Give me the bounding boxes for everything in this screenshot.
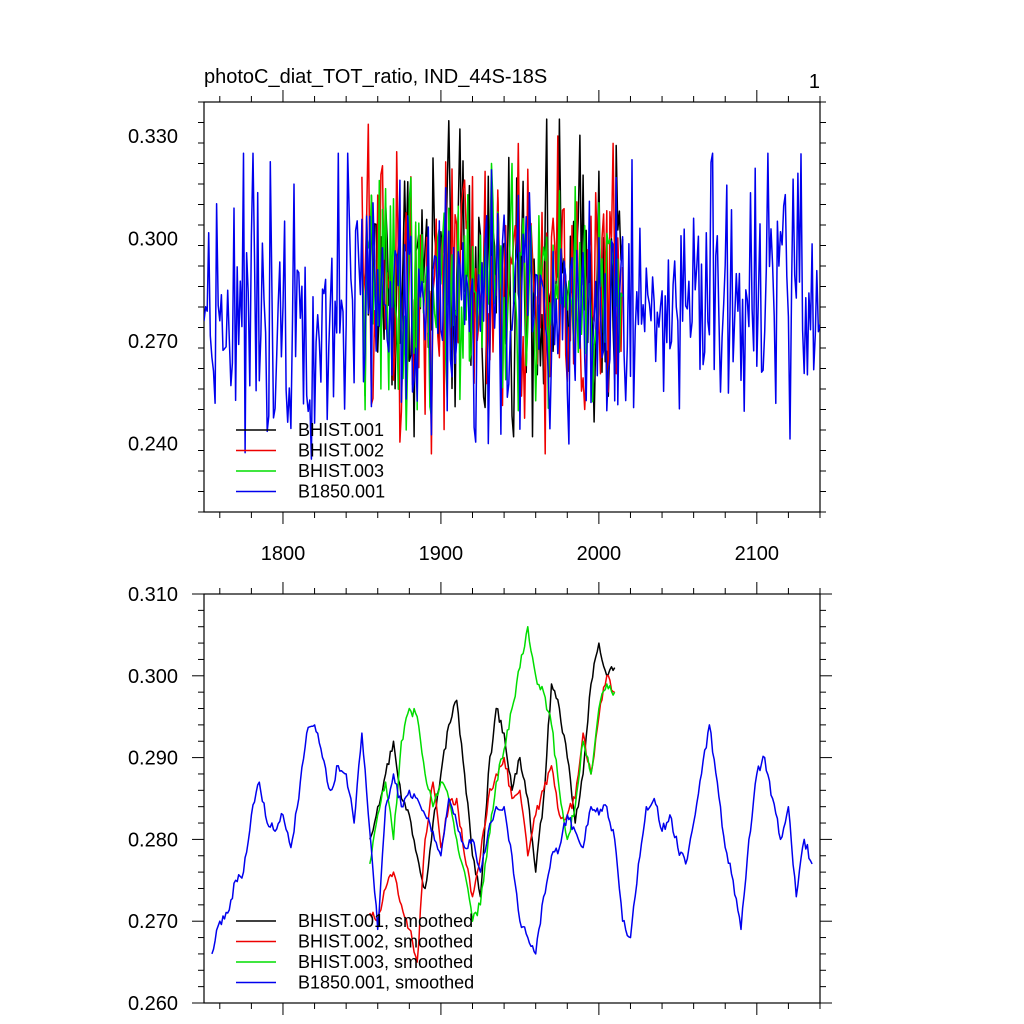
legend-label: BHIST.001, smoothed (298, 911, 473, 931)
legend-label: BHIST.003 (298, 461, 384, 481)
legend-label: B1850.001 (298, 482, 385, 502)
y-tick-label: 0.270 (128, 331, 178, 353)
legend-label: BHIST.002, smoothed (298, 932, 473, 952)
y-tick-label: 0.270 (128, 911, 178, 933)
legend-label: B1850.001, smoothed (298, 973, 474, 993)
y-tick-label: 0.300 (128, 229, 178, 251)
legend-label: BHIST.001 (298, 420, 384, 440)
series-line-b1850-001 (204, 152, 820, 460)
series-line-bhist-003 (369, 625, 616, 922)
y-tick-label: 0.240 (128, 434, 178, 456)
y-tick-label: 0.330 (128, 126, 178, 148)
top-panel: 1800 1900 2000 2100 0.240 0.270 0.300 0.330 BHIS… (128, 90, 826, 565)
y-tick-label: 0.290 (128, 748, 178, 770)
panel-number: 1 (809, 71, 820, 93)
x-tick-label: 1800 (261, 543, 306, 565)
x-tick-label: 1900 (419, 543, 464, 565)
legend-label: BHIST.002 (298, 441, 384, 461)
series-line-bhist-002 (369, 674, 615, 963)
legend-label: BHIST.003, smoothed (298, 952, 473, 972)
series-line-bhist-001 (369, 642, 616, 898)
y-tick-label: 0.300 (128, 666, 178, 688)
y-tick-label: 0.280 (128, 829, 178, 851)
bottom-panel: 0.260 0.270 0.280 0.290 0.300 0.310 BHIST.001,… (128, 582, 832, 1015)
series-line-b1850-001 (211, 724, 813, 955)
bottom-plot-frame (203, 593, 821, 1004)
y-tick-label: 0.260 (128, 993, 178, 1015)
x-tick-label: 2000 (577, 543, 622, 565)
y-tick-label: 0.310 (128, 584, 178, 606)
x-tick-label: 2100 (735, 543, 780, 565)
figure-title: photoC_diat_TOT_ratio, IND_44S-18S (204, 66, 547, 88)
